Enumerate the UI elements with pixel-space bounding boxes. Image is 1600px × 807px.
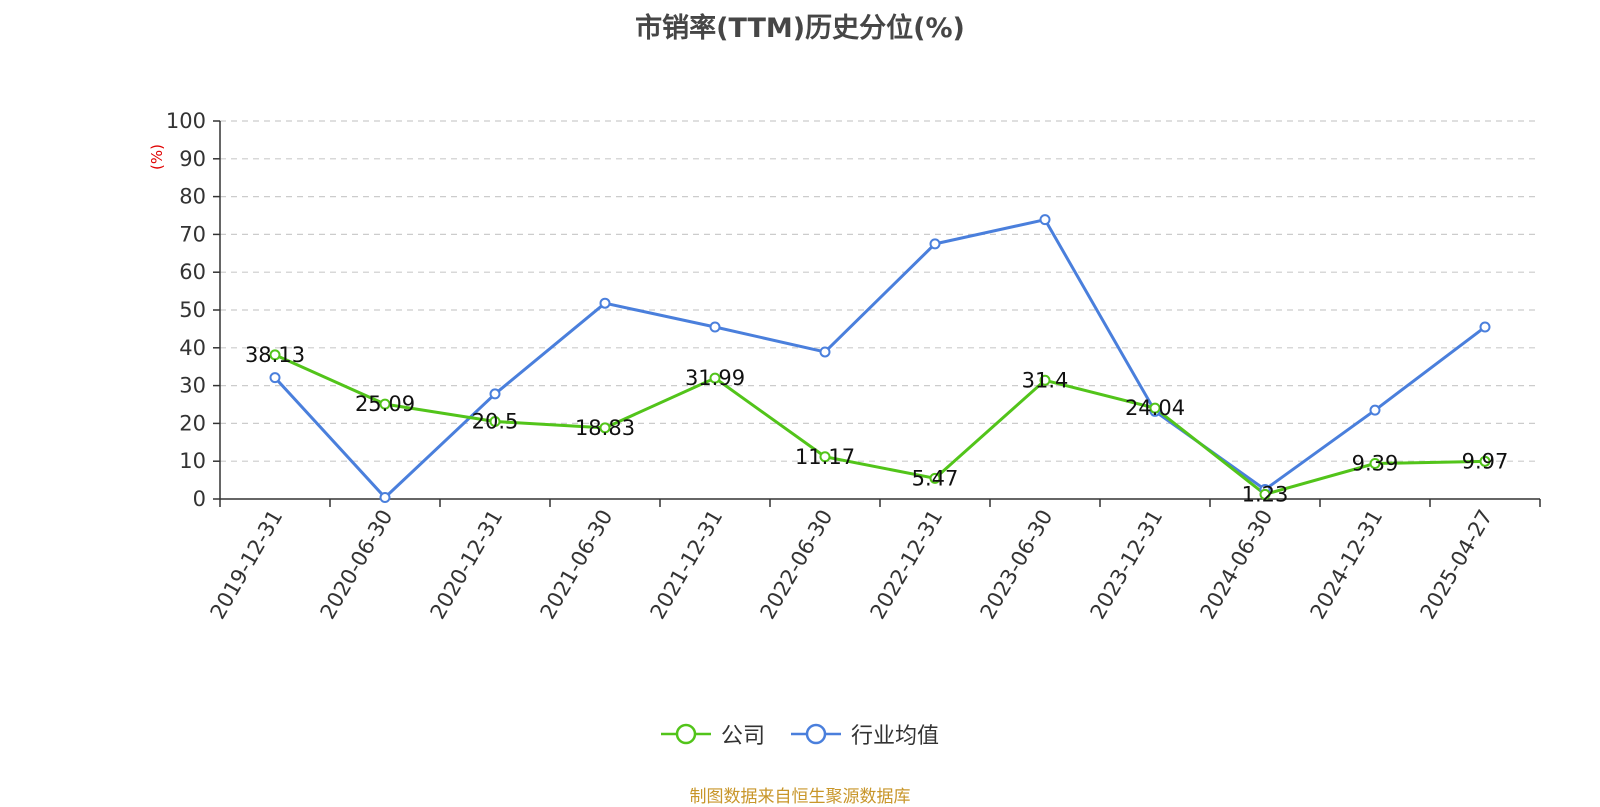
- data-label-company: 20.5: [472, 410, 519, 434]
- data-point-company: [1149, 402, 1161, 414]
- legend-label-industry-avg: 行业均值: [851, 724, 940, 749]
- x-tick-label: 2020-12-31: [426, 506, 508, 624]
- x-tick-label: 2019-12-31: [206, 506, 288, 624]
- data-point-industry-avg: [489, 388, 501, 400]
- x-tick-label: 2021-06-30: [536, 506, 618, 624]
- x-tick-label: 2022-12-31: [866, 506, 948, 624]
- data-label-company: 5.47: [912, 466, 959, 490]
- data-label-company: 24.04: [1125, 396, 1185, 420]
- x-tick-label: 2023-06-30: [976, 506, 1058, 624]
- data-label-company: 18.83: [575, 416, 635, 440]
- legend-item-industry-avg[interactable]: 行业均值: [791, 718, 939, 750]
- data-point-company: [709, 372, 721, 384]
- y-tick-label: 80: [179, 185, 206, 209]
- y-tick-label: 70: [179, 222, 206, 246]
- y-tick-label: 50: [179, 298, 206, 322]
- data-label-company: 11.17: [795, 445, 855, 469]
- y-tick-label: 0: [193, 487, 206, 511]
- data-point-industry-avg: [1479, 321, 1491, 333]
- series-line-industry-avg: [273, 218, 1486, 499]
- legend-label-company: 公司: [720, 724, 765, 749]
- legend-item-company[interactable]: 公司: [660, 718, 765, 750]
- data-label-company: 9.39: [1352, 452, 1399, 476]
- x-tick-label: 2020-06-30: [316, 506, 398, 624]
- data-point-industry-avg: [599, 297, 611, 309]
- source-note: 制图数据来自恒生聚源数据库: [689, 787, 911, 807]
- data-point-company: [269, 349, 281, 361]
- y-tick-label: 100: [166, 109, 206, 133]
- data-point-company: [1479, 455, 1491, 467]
- data-label-company: 38.13: [245, 343, 305, 367]
- data-point-industry-avg: [929, 238, 941, 250]
- y-axis-label: (%): [148, 144, 166, 170]
- data-point-industry-avg: [709, 321, 721, 333]
- data-point-industry-avg: [1369, 404, 1381, 416]
- legend-industry-marker-icon: [791, 723, 841, 745]
- y-tick-label: 90: [179, 147, 206, 171]
- x-tick-label: 2022-06-30: [756, 506, 838, 624]
- x-tick-label: 2025-04-27: [1416, 506, 1498, 624]
- y-tick-label: 40: [179, 336, 206, 360]
- y-tick-label: 10: [179, 449, 206, 473]
- data-point-industry-avg: [1039, 214, 1051, 226]
- data-point-industry-avg: [379, 491, 391, 503]
- y-tick-label: 20: [179, 411, 206, 435]
- data-point-company: [1369, 458, 1381, 470]
- y-tick-label: 30: [179, 374, 206, 398]
- series-line-company: [274, 353, 1486, 496]
- legend: 公司 行业均值: [0, 718, 1600, 750]
- chart-title: 市销率(TTM)历史分位(%): [635, 13, 965, 44]
- data-point-company: [929, 472, 941, 484]
- data-label-company: 25.09: [355, 392, 415, 416]
- y-tick-label: 60: [179, 260, 206, 284]
- data-point-industry-avg: [269, 372, 281, 384]
- data-point-company: [1259, 488, 1271, 500]
- x-tick-label: 2023-12-31: [1086, 506, 1168, 624]
- data-point-company: [1039, 374, 1051, 386]
- data-point-company: [599, 422, 611, 434]
- x-tick-label: 2024-12-31: [1306, 506, 1388, 624]
- data-label-company: 31.99: [685, 366, 745, 390]
- x-tick-label: 2024-06-30: [1196, 506, 1278, 624]
- data-point-company: [379, 398, 391, 410]
- data-point-company: [489, 416, 501, 428]
- data-point-industry-avg: [819, 346, 831, 358]
- data-point-company: [819, 451, 831, 463]
- data-label-company: 31.4: [1022, 368, 1069, 392]
- legend-company-marker-icon: [660, 723, 711, 745]
- x-tick-label: 2021-12-31: [646, 506, 728, 624]
- data-label-company: 1.23: [1242, 482, 1289, 506]
- data-label-company: 9.97: [1462, 449, 1509, 473]
